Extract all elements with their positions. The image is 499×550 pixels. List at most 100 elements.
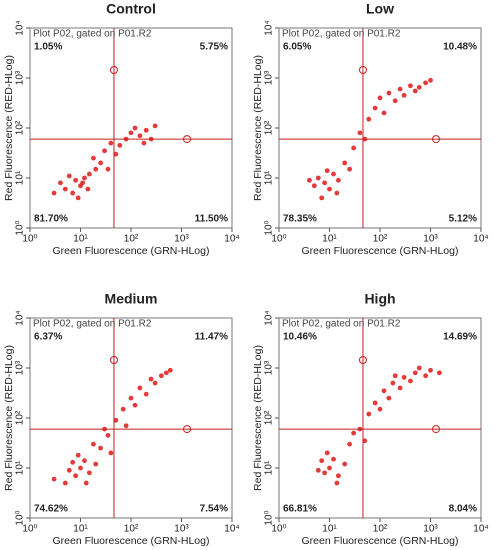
data-point [102,148,107,154]
quadrant-percent: 11.50% [195,214,228,225]
data-point [66,467,72,473]
data-point [51,476,57,482]
y-tick-label: 10² [15,410,26,425]
data-point [105,166,111,172]
y-axis-label: Red Fluorescence (RED-HLog) [3,345,15,491]
quadrant-percent: 14.69% [443,332,477,343]
quadrant-percent: 78.35% [283,214,317,225]
x-tick-label: 10² [373,234,388,245]
data-point [357,130,363,136]
x-tick-label: 10¹ [322,524,337,535]
data-point [351,145,356,151]
panel-title: Low [366,1,394,17]
data-point [90,155,96,161]
gate-handle [432,135,440,144]
y-tick-label: 10¹ [15,460,26,475]
x-tick-label: 10¹ [322,234,337,245]
x-tick-label: 10⁴ [473,524,488,535]
gate-handle [432,425,440,434]
data-point [322,470,328,476]
quadrant-percent: 5.75% [200,42,228,53]
data-point [319,195,325,201]
data-point [132,402,138,408]
quadrant-percent: 1.05% [34,42,62,53]
data-point [98,160,103,166]
data-point [62,186,68,192]
data-point [315,175,321,181]
plot-frame [278,27,482,229]
plot-frame [29,27,233,229]
x-tick-label: 10⁰ [22,234,37,245]
panel: Control 10⁰ 10¹ 10² 10³ 10⁴ 10⁰ 10¹ 10² 10³ 10⁴ Gre… [3,1,240,257]
x-tick-label: 10⁴ [224,524,239,535]
data-point [327,186,332,192]
data-point [423,80,429,86]
data-point [416,365,422,371]
x-tick-label: 10⁴ [224,234,239,245]
data-point [423,373,429,379]
quadrant-percent: 10.48% [443,42,477,53]
y-tick-label: 10² [15,120,26,135]
data-point [362,438,368,444]
data-point [78,465,83,471]
quadrant-percent: 11.47% [195,332,228,343]
data-point [392,373,398,379]
x-tick-label: 10⁰ [22,524,37,535]
y-tick-label: 10³ [264,360,275,375]
x-axis-label: Green Fluorescence (GRN-HLog) [302,245,459,257]
data-point [86,470,92,476]
x-tick-label: 10³ [423,524,438,535]
y-tick-label: 10² [264,410,275,425]
data-point [75,452,81,458]
data-point [128,130,134,136]
x-tick-label: 10² [124,234,139,245]
data-point [159,373,164,379]
data-point [86,171,92,177]
x-axis-label: Green Fluorescence (GRN-HLog) [53,245,210,257]
data-point [148,376,154,382]
data-point [392,98,398,104]
x-tick-label: 10⁰ [271,524,286,535]
data-point [93,166,99,172]
panel-title: Control [106,1,156,17]
gate-handle [183,425,191,434]
y-tick-label: 10⁴ [15,310,26,325]
y-tick-label: 10⁴ [264,310,275,325]
plot-subtitle: Plot P02, gated on P01.R2 [282,319,401,330]
y-tick-label: 10¹ [264,170,275,185]
y-tick-label: 10² [264,120,275,135]
panel: Low 10⁰ 10¹ 10² 10³ 10⁴ 10⁰ 10¹ 10² 10³ 10⁴ Green F… [252,1,489,257]
data-point [335,177,341,183]
plot-subtitle: Plot P02, gated on P01.R2 [33,29,152,40]
data-point [85,186,91,192]
data-point [322,180,328,186]
data-point [113,417,119,423]
data-point [342,160,348,166]
data-point [137,133,143,139]
data-point [401,374,407,380]
x-tick-label: 10³ [423,234,438,245]
y-axis-label: Red Fluorescence (RED-HLog) [252,55,264,201]
plot-subtitle: Plot P02, gated on P01.R2 [33,319,152,330]
data-point [70,459,76,465]
quadrant-percent: 5.12% [449,214,477,225]
x-tick-label: 10² [373,524,388,535]
data-point [372,400,378,406]
data-point [331,171,336,177]
data-point [75,195,81,201]
y-tick-label: 10⁰ [264,220,275,235]
data-point [334,190,340,196]
data-point [58,180,63,186]
plot-frame [29,317,233,519]
data-point [342,461,348,467]
data-point [390,380,396,386]
gate-handle [358,66,367,74]
data-point [66,173,72,179]
y-tick-label: 10⁰ [264,510,275,525]
data-point [408,83,413,89]
y-tick-label: 10⁰ [15,220,26,235]
quadrant-percent: 74.62% [34,504,68,515]
data-point [163,370,169,376]
data-point [82,175,87,181]
data-point [93,461,99,467]
